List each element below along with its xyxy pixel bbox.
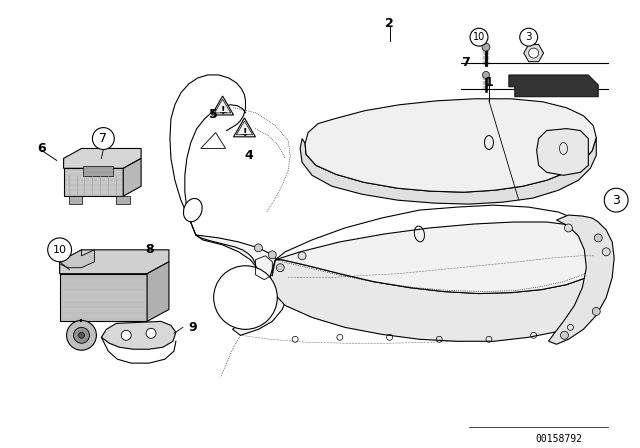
Circle shape [92,128,115,150]
Polygon shape [524,44,543,62]
Circle shape [595,234,602,242]
Polygon shape [509,75,598,97]
Circle shape [604,188,628,212]
Polygon shape [101,321,176,349]
Ellipse shape [184,198,202,222]
Text: 4: 4 [244,149,253,162]
Circle shape [482,43,490,51]
Polygon shape [60,274,147,321]
Text: 5: 5 [209,108,218,121]
Text: 3: 3 [612,194,620,207]
Circle shape [146,328,156,338]
Text: !: ! [242,128,247,138]
Circle shape [67,320,97,350]
Polygon shape [275,222,610,293]
Polygon shape [63,148,141,168]
Text: 6: 6 [37,142,46,155]
Polygon shape [305,99,596,192]
Polygon shape [147,262,169,321]
Polygon shape [537,129,588,175]
Polygon shape [548,215,614,344]
Circle shape [255,244,262,252]
Text: 7: 7 [461,56,470,69]
Polygon shape [116,196,130,204]
Circle shape [276,264,284,271]
Polygon shape [83,166,113,177]
Circle shape [298,252,306,260]
Polygon shape [124,159,141,196]
Circle shape [520,28,538,46]
Text: 7: 7 [99,132,108,145]
Text: 2: 2 [385,17,394,30]
Circle shape [561,332,568,339]
Text: 8: 8 [145,243,154,256]
Circle shape [48,238,72,262]
Circle shape [470,28,488,46]
Polygon shape [60,250,95,268]
Text: 10: 10 [473,32,485,42]
Polygon shape [68,196,83,204]
Text: 00158792: 00158792 [535,434,582,444]
Circle shape [592,307,600,315]
Polygon shape [234,118,255,137]
Polygon shape [201,133,225,148]
Circle shape [79,332,84,338]
Circle shape [602,248,610,256]
Polygon shape [196,235,288,335]
Text: 3: 3 [525,32,532,42]
Circle shape [564,224,572,232]
Circle shape [74,327,90,343]
Polygon shape [63,168,124,196]
Circle shape [121,330,131,340]
Circle shape [529,48,539,58]
Polygon shape [212,96,234,115]
Text: 1: 1 [484,76,493,90]
Polygon shape [270,248,610,341]
Circle shape [214,266,277,329]
Text: !: ! [220,106,225,116]
Text: 10: 10 [52,245,67,255]
Circle shape [268,251,276,259]
Text: 9: 9 [189,321,197,334]
Circle shape [483,71,490,78]
Polygon shape [60,250,169,274]
Polygon shape [300,138,596,204]
